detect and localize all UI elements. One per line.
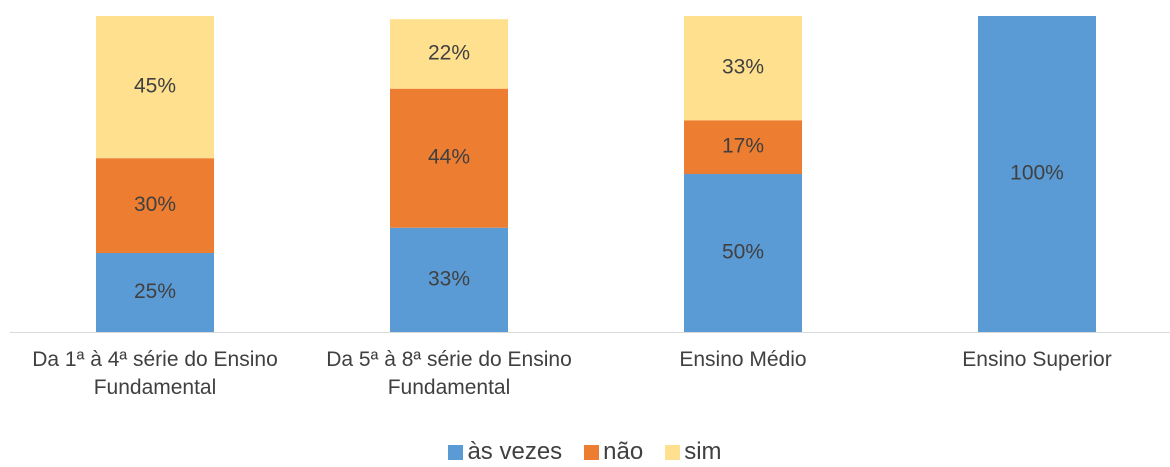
legend-label: não [603,438,644,465]
bar-segment [96,16,214,159]
bar-segment [390,19,508,89]
bar-segment [978,16,1096,332]
bar-segment [684,120,802,174]
legend-label: às vezes [467,438,563,465]
legend-label: sim [684,438,722,465]
bar-segment [684,174,802,332]
data-label: 25% [134,280,176,303]
x-tick-label: Ensino Superior [962,348,1112,371]
x-tick-label: Ensino Médio [679,348,807,371]
legend-swatch [665,444,681,460]
data-label: 30% [134,193,176,216]
legend-swatch [584,444,600,460]
legend-swatch [448,444,464,460]
x-tick-label: Da 5ª à 8ª série do Ensino Fundamental [326,348,572,399]
legend: às vezes não sim [0,438,1170,466]
bar-segment [96,158,214,253]
data-label: 45% [134,75,176,98]
bar-segment [390,88,508,228]
bar-segment [684,16,802,121]
data-label: 22% [428,41,470,64]
legend-item: sim [665,438,722,466]
legend-item: não [584,438,643,466]
data-label: 100% [1010,162,1064,185]
data-label: 17% [722,135,764,158]
legend-item: às vezes [448,438,562,466]
data-label: 44% [428,146,470,169]
bar-segment [96,253,214,332]
data-label: 50% [722,241,764,264]
data-label: 33% [428,267,470,290]
x-tick-label: Da 1ª à 4ª série do Ensino Fundamental [32,348,278,399]
bar-segment [390,227,508,332]
data-label: 33% [722,56,764,79]
